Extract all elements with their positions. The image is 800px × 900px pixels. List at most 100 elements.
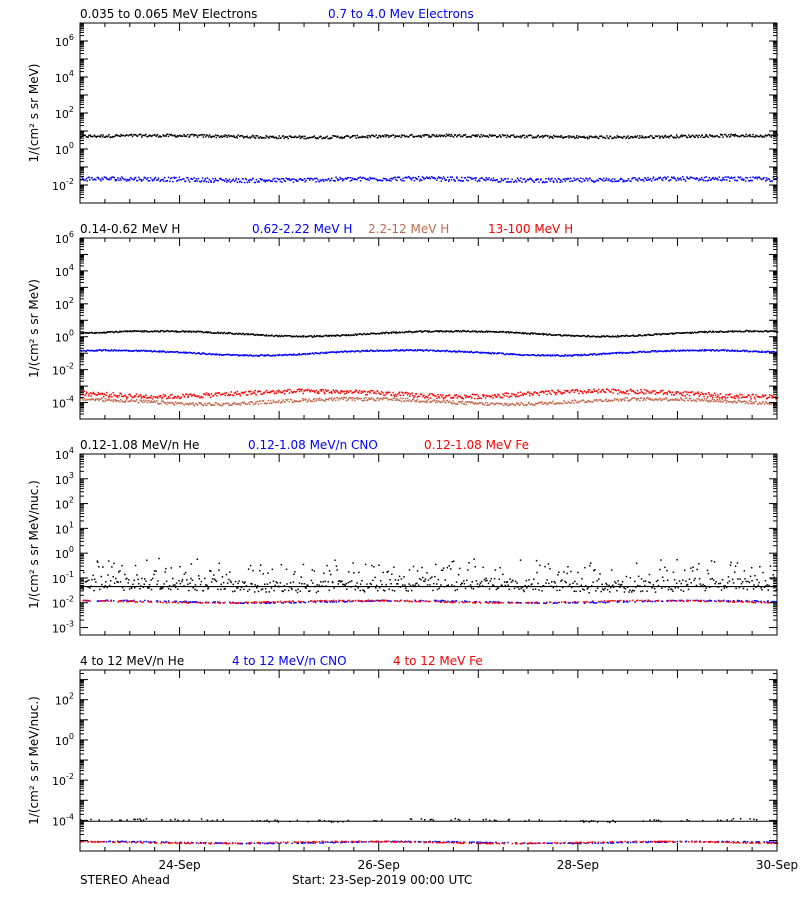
data-point — [556, 334, 558, 336]
data-point — [313, 335, 315, 337]
data-point — [80, 136, 82, 138]
data-point — [737, 135, 739, 137]
data-point — [244, 391, 247, 393]
data-point — [512, 393, 515, 396]
data-point — [477, 330, 480, 333]
data-point — [285, 177, 288, 180]
data-point — [449, 350, 451, 352]
data-point — [148, 587, 150, 589]
data-point — [647, 179, 650, 181]
data-point — [268, 335, 270, 337]
data-point — [670, 349, 673, 351]
data-point — [116, 135, 119, 137]
data-point — [721, 134, 723, 136]
data-point — [302, 179, 304, 181]
data-point — [177, 588, 179, 590]
data-point — [366, 333, 368, 335]
data-point — [237, 354, 239, 356]
data-point — [329, 391, 331, 394]
data-point — [617, 336, 620, 338]
panel-1-data — [80, 133, 779, 184]
data-point — [549, 180, 552, 182]
data-point — [725, 394, 727, 396]
data-point — [653, 350, 655, 352]
data-point — [97, 331, 99, 334]
data-point — [188, 589, 190, 592]
data-point — [750, 330, 753, 333]
data-point — [607, 399, 610, 401]
data-point — [308, 398, 310, 400]
data-point — [102, 349, 105, 351]
data-point — [117, 331, 119, 334]
data-point — [464, 350, 466, 353]
data-point — [622, 179, 625, 182]
data-point — [698, 178, 701, 180]
data-point — [96, 560, 99, 562]
data-point — [196, 558, 199, 560]
data-point — [460, 402, 463, 405]
data-point — [691, 177, 693, 179]
data-point — [517, 178, 520, 181]
data-point — [674, 398, 677, 400]
data-point — [682, 332, 684, 334]
data-point — [207, 353, 209, 356]
data-point — [524, 404, 527, 407]
data-point — [688, 136, 691, 138]
data-point — [524, 393, 526, 395]
data-point — [321, 398, 323, 401]
data-point — [420, 136, 423, 138]
data-point — [587, 400, 589, 402]
data-point — [699, 400, 701, 402]
data-point — [275, 354, 277, 357]
data-point — [162, 178, 164, 181]
data-point — [206, 402, 209, 405]
data-point — [396, 135, 399, 137]
data-point — [304, 389, 306, 392]
data-point — [578, 335, 580, 337]
data-point — [307, 137, 310, 139]
data-point — [177, 351, 180, 354]
data-point — [501, 403, 503, 405]
data-point — [186, 176, 188, 179]
data-point — [529, 394, 531, 397]
data-point — [160, 402, 162, 405]
data-point — [284, 334, 286, 337]
data-point — [718, 397, 721, 399]
data-point — [351, 397, 354, 399]
data-point — [664, 176, 666, 178]
data-point — [679, 332, 681, 334]
data-point — [722, 136, 724, 138]
data-point — [726, 176, 728, 178]
data-point — [406, 349, 408, 351]
data-point — [263, 354, 266, 356]
data-point — [212, 177, 214, 180]
data-point — [402, 394, 405, 396]
data-point — [448, 179, 450, 181]
data-point — [292, 354, 295, 356]
data-point — [363, 350, 365, 352]
data-point — [567, 177, 569, 180]
data-point — [592, 335, 595, 337]
data-point — [651, 350, 654, 352]
data-point — [209, 396, 212, 398]
data-point — [760, 351, 763, 353]
data-point — [630, 135, 632, 138]
data-point — [663, 350, 665, 353]
data-point — [477, 403, 480, 405]
data-point — [734, 397, 736, 400]
data-point — [306, 137, 309, 139]
data-point — [154, 176, 157, 179]
data-point — [485, 394, 487, 397]
data-point — [157, 136, 160, 138]
data-point — [587, 391, 590, 393]
data-point — [374, 350, 376, 352]
data-point — [241, 401, 244, 404]
data-point — [297, 136, 300, 138]
data-point — [179, 331, 182, 333]
data-point — [569, 180, 571, 183]
data-point — [584, 179, 586, 181]
data-point — [650, 391, 652, 393]
data-point — [758, 135, 761, 138]
data-point — [706, 400, 709, 402]
data-point — [667, 350, 670, 352]
